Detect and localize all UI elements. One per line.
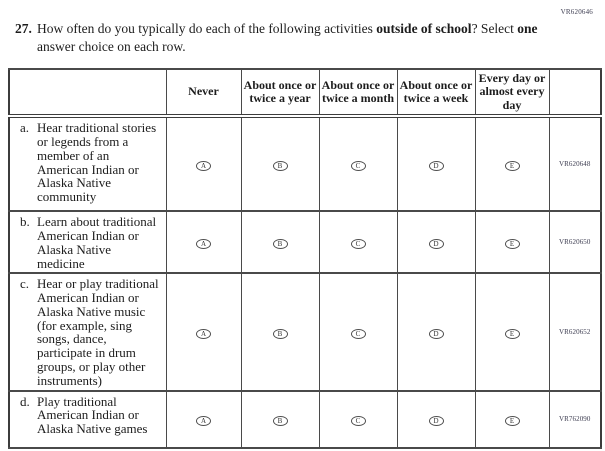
question-bold-outside-of-school: outside of school bbox=[376, 21, 472, 36]
header-blank-code bbox=[548, 67, 602, 119]
row-code: VR620648 bbox=[548, 115, 602, 213]
answer-bubble-year[interactable]: B bbox=[272, 328, 288, 339]
question-text-part2: ? Select bbox=[471, 21, 518, 36]
column-header-once-twice-week: About once or twice a week bbox=[396, 67, 476, 119]
question-text-part1: How often do you typically do each of th… bbox=[37, 21, 377, 36]
question-block: 27. How often do you typically do each o… bbox=[15, 20, 545, 55]
question-number: 27. bbox=[15, 21, 32, 36]
answer-bubble-never[interactable]: A bbox=[196, 416, 211, 426]
answer-bubble-year[interactable]: B bbox=[272, 239, 288, 250]
answer-bubble-week[interactable]: D bbox=[428, 239, 444, 250]
row-label: Hear or play traditional American Indian… bbox=[37, 276, 159, 388]
row-label: Hear traditional stories or legends from… bbox=[37, 120, 157, 205]
form-code: VR620646 bbox=[560, 8, 593, 16]
frequency-table: Never About once or twice a year About o… bbox=[8, 67, 602, 449]
header-blank-activity bbox=[8, 67, 167, 119]
question-bold-one: one bbox=[517, 21, 538, 36]
table-row-a: a. Hear traditional stories or legends f… bbox=[8, 115, 602, 213]
answer-bubble-never[interactable]: A bbox=[196, 161, 211, 172]
answer-bubble-daily[interactable]: E bbox=[504, 416, 520, 426]
answer-bubble-daily[interactable]: E bbox=[504, 239, 520, 250]
question-text-part3: answer choice on each row. bbox=[37, 38, 186, 54]
answer-bubble-week[interactable]: D bbox=[428, 416, 444, 426]
answer-bubble-month[interactable]: C bbox=[350, 161, 366, 172]
row-letter: d. bbox=[20, 393, 30, 409]
answer-bubble-week[interactable]: D bbox=[428, 161, 444, 172]
table-row-c: c. Hear or play traditional American Ind… bbox=[8, 272, 602, 392]
answer-bubble-never[interactable]: A bbox=[196, 328, 211, 339]
answer-bubble-daily[interactable]: E bbox=[504, 328, 520, 339]
row-code: VR620650 bbox=[548, 210, 602, 275]
table-row-d: d. Play traditional American Indian or A… bbox=[8, 389, 602, 449]
question-text: How often do you typically do each of th… bbox=[37, 20, 540, 55]
answer-bubble-daily[interactable]: E bbox=[504, 161, 520, 172]
row-letter: b. bbox=[20, 214, 30, 230]
column-header-never: Never bbox=[165, 67, 242, 119]
column-header-once-twice-year: About once or twice a year bbox=[240, 67, 320, 119]
column-header-every-day: Every day or almost every day bbox=[474, 67, 550, 119]
table-row-b: b. Learn about traditional American Indi… bbox=[8, 210, 602, 275]
row-letter: c. bbox=[20, 276, 30, 292]
answer-bubble-month[interactable]: C bbox=[350, 239, 366, 250]
answer-bubble-week[interactable]: D bbox=[428, 328, 444, 339]
answer-bubble-year[interactable]: B bbox=[272, 416, 288, 426]
answer-bubble-month[interactable]: C bbox=[350, 328, 366, 339]
row-letter: a. bbox=[20, 120, 30, 136]
column-header-once-twice-month: About once or twice a month bbox=[318, 67, 398, 119]
answer-bubble-month[interactable]: C bbox=[350, 416, 366, 426]
row-label: Learn about traditional American Indian … bbox=[37, 214, 157, 271]
row-label: Play traditional American Indian or Alas… bbox=[37, 393, 148, 437]
row-code: VR762090 bbox=[548, 389, 602, 449]
row-code: VR620652 bbox=[548, 272, 602, 392]
answer-bubble-never[interactable]: A bbox=[196, 239, 211, 250]
answer-bubble-year[interactable]: B bbox=[272, 161, 288, 172]
header-row: Never About once or twice a year About o… bbox=[8, 67, 602, 119]
